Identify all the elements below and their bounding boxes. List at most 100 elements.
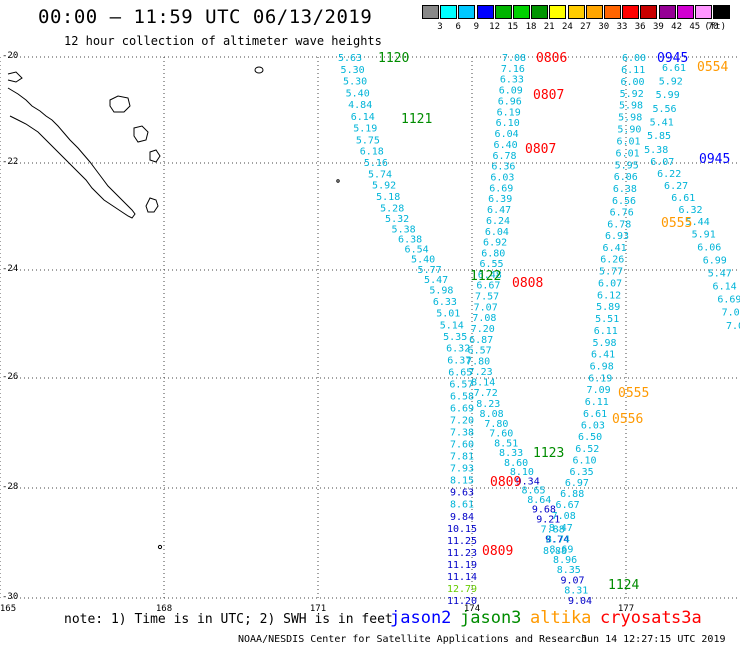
wave-height-value: 11.25: [447, 536, 477, 547]
legend-altika: altika: [530, 608, 592, 628]
wave-height-value: 6.35: [570, 467, 594, 478]
wave-height-value: 7.20: [450, 416, 474, 427]
wave-height-value: 5.38: [644, 145, 668, 156]
wave-height-value: 6.78: [492, 151, 516, 162]
pass-time-label: 0945: [699, 152, 730, 167]
scale-tick-label: 6: [455, 22, 461, 32]
wave-height-value: 6.03: [490, 173, 514, 184]
wave-height-value: 5.44: [686, 217, 710, 228]
wave-height-value: 5.89: [596, 302, 620, 313]
wave-height-value: 5.16: [364, 158, 388, 169]
wave-height-value: 9.63: [450, 488, 474, 499]
wave-height-value: 5.40: [346, 88, 370, 99]
tiny-islet-2: [157, 544, 163, 550]
wave-height-value: 6.33: [500, 75, 524, 86]
scale-swatch: [713, 5, 731, 19]
wave-height-value: 4.84: [348, 100, 372, 111]
pass-time-label: 0806: [536, 51, 567, 66]
scale-swatch: [494, 5, 512, 19]
wave-height-value: 6.87: [469, 335, 493, 346]
wave-height-value: 8.35: [557, 565, 581, 576]
longitude-label: 171: [309, 604, 327, 614]
footer-credit: NOAA/NESDIS Center for Satellite Applica…: [238, 634, 588, 645]
wave-height-value: 8.74: [546, 534, 570, 545]
wave-height-value: 6.56: [612, 196, 636, 207]
pass-time-label: 1122: [470, 269, 501, 284]
page-title: 00:00 – 11:59 UTC 06/13/2019: [38, 6, 373, 28]
wave-height-value: 6.55: [479, 259, 503, 270]
wave-height-value: 6.18: [360, 147, 384, 158]
wave-height-value: 6.00: [620, 77, 644, 88]
wave-height-value: 6.69: [717, 295, 740, 306]
wave-height-value: 5.30: [341, 65, 365, 76]
wave-height-value: 6.32: [678, 205, 702, 216]
isle-of-pines: [145, 197, 159, 213]
pass-time-label: 0945: [657, 51, 688, 66]
coastline: [7, 66, 340, 550]
altimeter-tracks: 5.635.305.305.404.846.145.195.756.185.16…: [338, 53, 740, 607]
wave-height-value: 6.36: [491, 162, 515, 173]
wave-height-value: 6.11: [594, 326, 618, 337]
wave-height-value: 8.31: [564, 586, 588, 597]
wave-height-value: 5.98: [618, 113, 642, 124]
legend-s3a: s3a: [671, 608, 702, 628]
wave-height-value: 6.38: [398, 235, 422, 246]
wave-height-value: 6.65: [448, 367, 472, 378]
wave-height-value: 7.07: [474, 302, 498, 313]
wave-height-value: 8.96: [553, 555, 577, 566]
wave-height-value: 8.10: [510, 467, 534, 478]
loyalty-island-3: [149, 149, 161, 163]
wave-height-value: 5.85: [647, 131, 671, 142]
scale-tick-label: 24: [561, 22, 573, 32]
wave-height-value: 6.41: [603, 243, 627, 254]
longitude-label: 174: [463, 604, 481, 614]
wave-height-value: 6.00: [622, 53, 646, 64]
wave-height-value: 6.93: [605, 231, 629, 242]
scale-swatch: [458, 5, 476, 19]
scale-tick-label: 21: [543, 22, 555, 32]
wave-height-value: 8.88: [543, 546, 567, 557]
latitude-label: -20: [2, 51, 19, 61]
wave-height-value: 6.04: [495, 129, 519, 140]
page-subtitle: 12 hour collection of altimeter wave hei…: [64, 34, 382, 48]
wave-height-value: 8.14: [471, 378, 495, 389]
wave-height-value: 8.33: [499, 448, 523, 459]
wave-height-value: 6.38: [613, 184, 637, 195]
wave-height-value: 7.08: [552, 511, 576, 522]
wave-height-value: 10.15: [447, 524, 477, 535]
wave-height-value: 6.33: [433, 297, 457, 308]
wave-height-value: 6.54: [405, 245, 429, 256]
wave-height-value: 6.37: [447, 355, 471, 366]
altimeter-track: 7.087.166.336.096.966.196.106.046.406.78…: [466, 53, 592, 607]
wave-height-value: 5.75: [356, 135, 380, 146]
scale-tick-label: 15: [507, 22, 519, 32]
scale-tick-label: 33: [616, 22, 628, 32]
wave-height-value: 7.80: [484, 419, 508, 430]
wave-height-value: 6.80: [481, 248, 505, 259]
wave-height-value: 5.28: [380, 203, 404, 214]
map-grid: [0, 56, 738, 600]
loyalty-island-2: [133, 125, 149, 143]
scale-swatch: [695, 5, 712, 19]
wave-height-value: 7.80: [466, 356, 490, 367]
scale-swatch: [531, 5, 549, 19]
wave-height-value: 6.99: [703, 255, 727, 266]
wave-height-value: 7.07: [722, 308, 740, 319]
wave-height-value: 7.20: [471, 324, 495, 335]
scale-swatch: [513, 5, 530, 19]
wave-height-value: 5.92: [620, 89, 644, 100]
wave-height-value: 11.19: [447, 560, 477, 571]
wave-height-value: 6.26: [600, 255, 624, 266]
tiny-islet-1: [336, 179, 340, 183]
wave-height-value: 6.24: [486, 216, 510, 227]
scale-tick-label: (ft): [704, 22, 727, 32]
wave-height-value: 5.74: [368, 169, 392, 180]
wave-height-value: 6.98: [590, 362, 614, 373]
pass-time-label: 1121: [401, 112, 432, 127]
new-caledonia-coast: [7, 87, 136, 219]
wave-height-value: 5.18: [376, 192, 400, 203]
wave-height-value: 8.51: [494, 438, 518, 449]
wave-height-value: 7.06: [726, 321, 740, 332]
wave-height-value: 6.40: [494, 140, 518, 151]
wave-height-value: 12.79: [447, 584, 477, 595]
